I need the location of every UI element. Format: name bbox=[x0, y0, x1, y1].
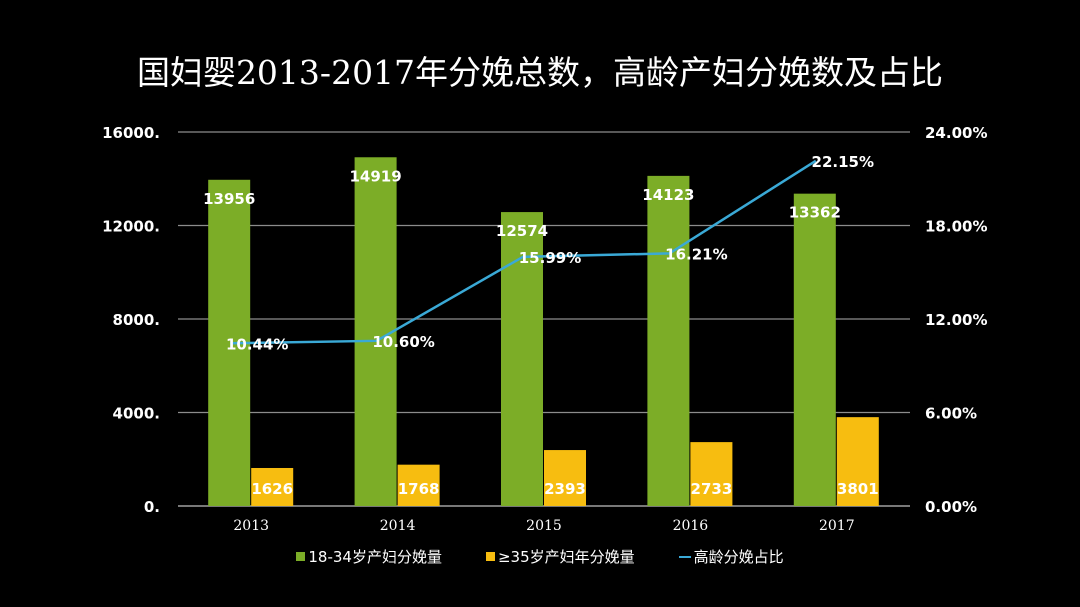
data-label-35plus: 2733 bbox=[691, 480, 733, 498]
x-tick-label: 2013 bbox=[233, 518, 269, 534]
bar-35plus bbox=[397, 464, 440, 506]
data-label-18-34: 12574 bbox=[496, 222, 548, 240]
legend-item-35plus: ≥35岁产妇年分娩量 bbox=[485, 546, 635, 567]
bar-35plus bbox=[690, 442, 733, 506]
data-label-35plus: 3801 bbox=[837, 480, 879, 498]
legend-swatch bbox=[296, 552, 306, 561]
bar-18-34 bbox=[501, 212, 543, 506]
legend-swatch bbox=[485, 552, 495, 561]
bar-35plus bbox=[251, 467, 294, 506]
data-label-18-34: 13956 bbox=[203, 190, 255, 208]
x-tick-label: 2015 bbox=[526, 518, 562, 534]
data-label-ratio: 16.21% bbox=[665, 245, 727, 263]
y2-tick-label: 24.00% bbox=[925, 124, 987, 142]
data-label-35plus: 1626 bbox=[251, 480, 293, 498]
y-tick-label: 4000. bbox=[113, 405, 160, 423]
y-tick-label: 0. bbox=[144, 498, 160, 516]
bar-18-34 bbox=[354, 157, 397, 506]
data-label-18-34: 14919 bbox=[350, 167, 402, 185]
x-tick-label: 2017 bbox=[819, 518, 855, 534]
y2-tick-label: 18.00% bbox=[925, 218, 987, 236]
legend-swatch bbox=[678, 555, 691, 558]
bar-35plus bbox=[544, 450, 586, 506]
x-tick-label: 2016 bbox=[673, 518, 709, 534]
legend-item-18-34: 18-34岁产妇分娩量 bbox=[296, 546, 442, 567]
legend-label: 18-34岁产妇分娩量 bbox=[308, 548, 442, 566]
chart-title: 国妇婴2013-2017年分娩总数，高龄产妇分娩数及占比 bbox=[136, 53, 944, 92]
y2-tick-label: 0.00% bbox=[925, 498, 977, 516]
ratio-line bbox=[230, 159, 817, 345]
legend-label: ≥35岁产妇年分娩量 bbox=[497, 548, 635, 566]
data-label-ratio: 10.60% bbox=[372, 333, 434, 351]
bar-35plus bbox=[836, 417, 879, 506]
data-label-ratio: 10.44% bbox=[226, 335, 288, 353]
legend: 18-34岁产妇分娩量 ≥35岁产妇年分娩量 高龄分娩占比 bbox=[0, 546, 1080, 567]
y2-tick-label: 12.00% bbox=[925, 311, 987, 329]
bar-18-34 bbox=[793, 193, 836, 506]
legend-label: 高龄分娩占比 bbox=[693, 548, 784, 566]
data-label-ratio: 15.99% bbox=[519, 249, 581, 267]
legend-item-ratio: 高龄分娩占比 bbox=[678, 546, 784, 567]
data-label-35plus: 1768 bbox=[398, 480, 440, 498]
data-label-18-34: 13362 bbox=[789, 204, 841, 222]
y-tick-label: 16000. bbox=[102, 124, 160, 142]
data-label-ratio: 22.15% bbox=[812, 153, 874, 171]
data-label-35plus: 2393 bbox=[544, 480, 586, 498]
y-tick-label: 8000. bbox=[113, 311, 160, 329]
x-tick-label: 2014 bbox=[380, 518, 416, 534]
y2-tick-label: 6.00% bbox=[925, 405, 977, 423]
data-label-18-34: 14123 bbox=[642, 186, 694, 204]
bar-18-34 bbox=[647, 175, 690, 506]
y-tick-label: 12000. bbox=[102, 218, 160, 236]
